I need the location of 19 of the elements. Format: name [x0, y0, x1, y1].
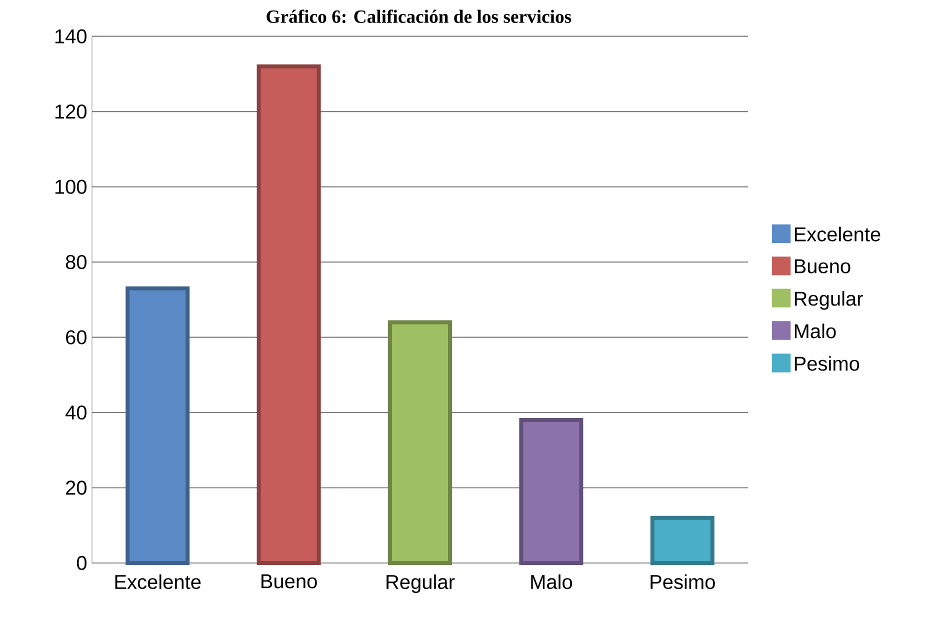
x-tick-label: Regular — [386, 574, 455, 594]
y-tick-label: 80 — [66, 254, 86, 270]
x-tick-label: Malo — [531, 574, 572, 590]
x-tick-label: Pesimo — [650, 574, 715, 590]
legend-label: Regular — [794, 291, 863, 310]
x-tick-label: Bueno — [262, 574, 317, 588]
y-tick-label: 60 — [66, 330, 86, 344]
legend-label: Malo — [794, 324, 836, 338]
legend-label: Bueno — [794, 259, 850, 274]
chart-title: Gráfico 6: Calificación de los servicios — [266, 10, 572, 24]
y-tick-label: 140 — [55, 29, 86, 44]
y-tick-label: 100 — [55, 180, 86, 194]
y-tick-label: 20 — [66, 480, 86, 495]
legend-label: Excelente — [794, 226, 880, 242]
y-tick-label: 40 — [66, 405, 86, 420]
legend-label: Pesimo — [794, 356, 860, 371]
y-tick-label: 120 — [55, 104, 86, 119]
x-tick-label: Excelente — [115, 574, 201, 590]
y-tick-label: 0 — [76, 556, 86, 570]
